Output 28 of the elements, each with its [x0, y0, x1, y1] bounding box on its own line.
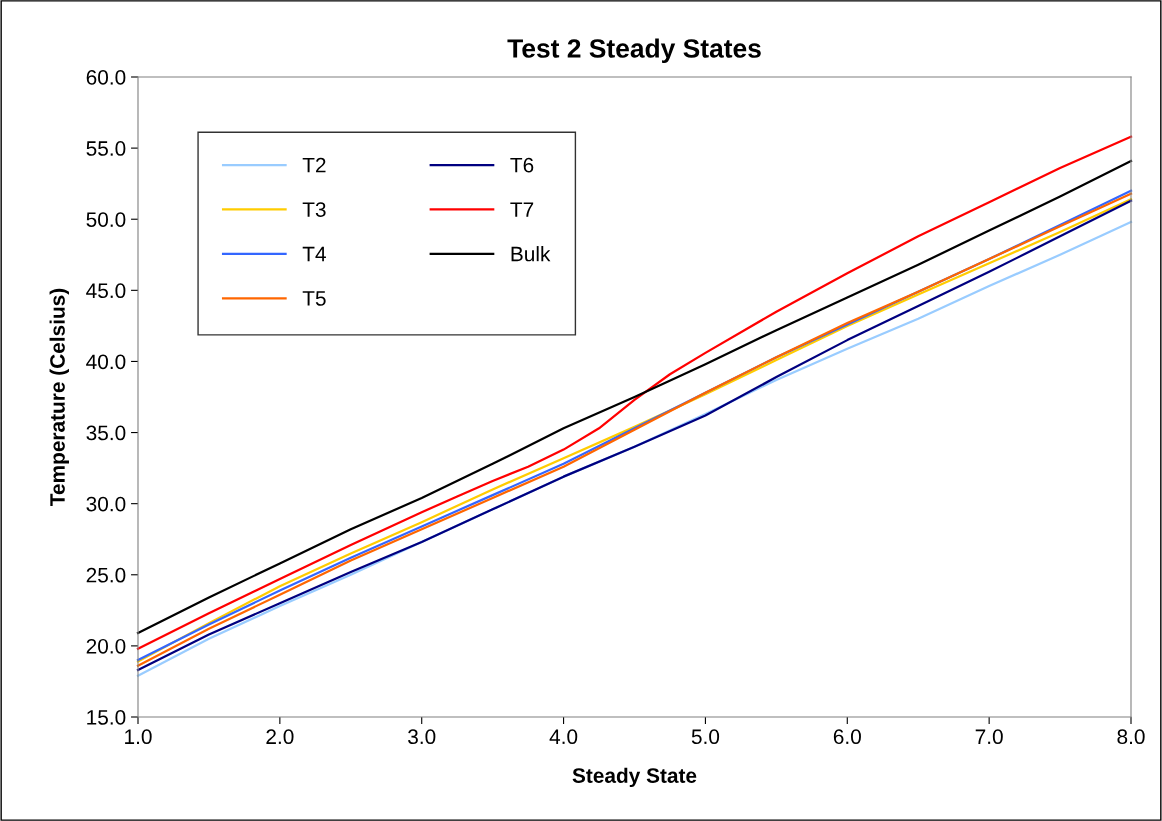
- x-tick-label: 6.0: [833, 729, 861, 745]
- y-tick-label: 45.0: [86, 283, 126, 299]
- chart-title: Test 2 Steady States: [507, 38, 761, 64]
- legend-label: T5: [302, 291, 326, 306]
- y-tick-label: 20.0: [86, 638, 126, 654]
- x-tick-label: 4.0: [549, 729, 578, 745]
- x-axis-title: Steady State: [572, 767, 697, 788]
- y-tick-label: 55.0: [86, 141, 126, 156]
- y-tick-label: 25.0: [86, 567, 126, 583]
- y-axis-title: Temperature (Celsius): [49, 288, 69, 506]
- x-tick-label: 7.0: [975, 729, 1003, 745]
- y-tick-label: 50.0: [86, 212, 126, 227]
- legend-label: T4: [302, 246, 326, 262]
- y-tick-label: 15.0: [87, 710, 126, 725]
- legend-label: Bulk: [511, 246, 551, 262]
- legend-label: T7: [510, 202, 534, 217]
- y-tick-label: 60.0: [86, 70, 126, 85]
- y-tick-label: 40.0: [86, 354, 126, 370]
- y-tick-label: 30.0: [86, 496, 126, 512]
- y-tick-label: 35.0: [86, 425, 126, 441]
- x-tick-label: 1.0: [125, 729, 152, 745]
- x-tick-label: 3.0: [408, 729, 436, 745]
- x-tick-label: 8.0: [1117, 729, 1145, 745]
- x-tick-label: 2.0: [266, 729, 294, 745]
- x-tick-label: 5.0: [691, 729, 720, 745]
- legend-label: T6: [510, 157, 534, 173]
- legend-label: T3: [302, 202, 326, 217]
- legend-label: T2: [302, 157, 326, 173]
